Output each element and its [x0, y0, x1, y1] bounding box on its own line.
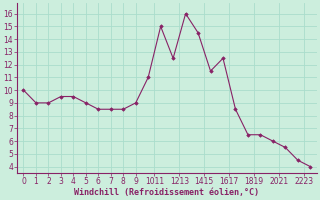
X-axis label: Windchill (Refroidissement éolien,°C): Windchill (Refroidissement éolien,°C): [74, 188, 260, 197]
